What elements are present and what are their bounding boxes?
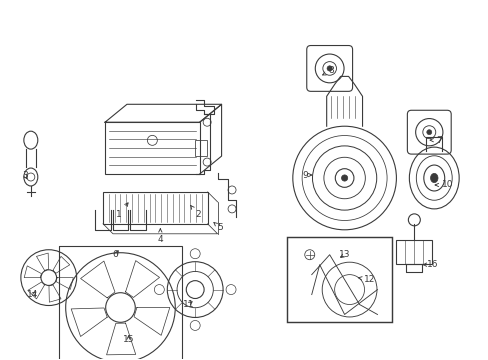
Text: 3: 3 [22, 171, 28, 180]
Text: 10: 10 [434, 180, 452, 189]
Bar [287, 237, 391, 322]
Text: 11: 11 [182, 300, 194, 309]
Text: 13: 13 [338, 250, 349, 259]
Text: 5: 5 [213, 222, 223, 232]
Ellipse shape [429, 174, 437, 183]
Text: 16: 16 [423, 260, 437, 269]
Text: 15: 15 [122, 335, 134, 344]
Text: 9: 9 [301, 171, 311, 180]
Bar [59, 246, 182, 360]
Text: 8: 8 [322, 66, 334, 75]
Text: 2: 2 [190, 206, 201, 219]
Bar [194, 140, 206, 156]
Text: 6: 6 [112, 250, 118, 259]
Text: 7: 7 [429, 136, 441, 145]
Text: 4: 4 [157, 229, 163, 244]
Text: 12: 12 [357, 275, 374, 284]
Circle shape [326, 66, 332, 71]
Text: 14: 14 [27, 290, 39, 299]
Text: 1: 1 [115, 203, 128, 219]
Bar [396, 240, 431, 264]
Bar [105, 122, 199, 174]
Circle shape [426, 130, 431, 135]
Bar [103, 192, 207, 224]
Circle shape [341, 175, 347, 181]
